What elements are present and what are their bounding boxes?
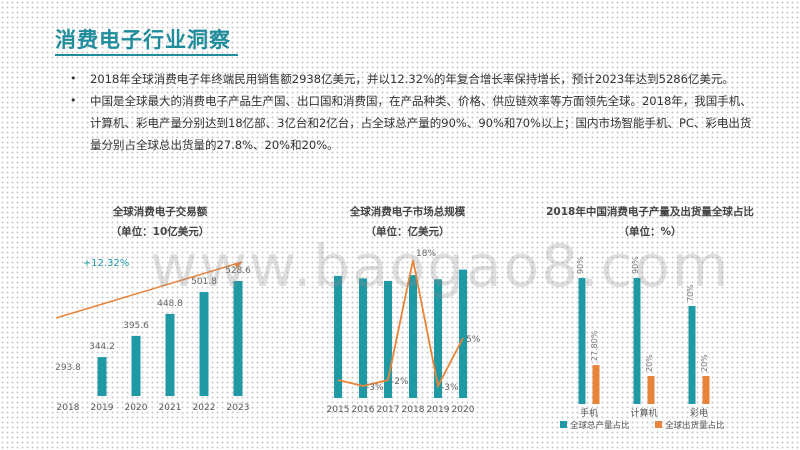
x-tick-label: 2017 bbox=[377, 405, 400, 415]
page-title: 消费电子行业洞察 bbox=[55, 28, 231, 52]
bullet-dot-icon: • bbox=[70, 94, 77, 107]
bar bbox=[592, 365, 600, 404]
chart-subtitle: （单位：%） bbox=[618, 226, 682, 238]
chart-global-trade: 全球消费电子交易额 （单位：10亿美元） 293.8 2018 344.2 2019 3… bbox=[40, 198, 280, 440]
chart-svg: 293.8 2018 344.2 2019 395.6 2020 448.8 2021 501.… bbox=[55, 258, 251, 413]
data-label: 20% bbox=[700, 354, 709, 372]
legend-swatch bbox=[655, 421, 662, 428]
chart-china-share: 2018年中国消费电子产量及出货量全球占比 （单位：%） 90% 27.80% 手机… bbox=[530, 198, 770, 440]
x-tick-label: 2020 bbox=[125, 403, 148, 413]
growth-annotation: +12.32% bbox=[83, 258, 130, 269]
bar bbox=[233, 280, 243, 396]
bullet-text: 中国是全球最大的消费电子产品生产国、出口国和消费国，在产品种类、价格、供应链效率… bbox=[90, 94, 752, 152]
data-label: 70% bbox=[686, 284, 695, 302]
x-tick-label: 2016 bbox=[352, 405, 375, 415]
bar bbox=[633, 278, 641, 404]
data-label: 90% bbox=[631, 256, 640, 274]
x-tick-label: 2015 bbox=[327, 405, 350, 415]
title-underline bbox=[55, 54, 238, 56]
x-tick-label: 2020 bbox=[452, 405, 475, 415]
x-tick-label: 2018 bbox=[57, 403, 80, 413]
bullet-item: • 中国是全球最大的消费电子产品生产国、出口国和消费国，在产品种类、价格、供应链… bbox=[70, 90, 760, 156]
x-tick-label: 2022 bbox=[193, 403, 216, 413]
data-label: 448.8 bbox=[157, 299, 183, 309]
legend-label: 全球总产量占比 bbox=[570, 420, 630, 431]
bar bbox=[359, 278, 367, 398]
chart-subtitle: （单位：亿美元） bbox=[365, 226, 450, 238]
growth-label: -3% bbox=[441, 383, 459, 393]
bar bbox=[647, 376, 655, 404]
bar bbox=[165, 313, 175, 396]
trend-line bbox=[55, 261, 243, 319]
bullet-dot-icon: • bbox=[70, 72, 77, 85]
chart-title: 全球消费电子交易额 bbox=[112, 206, 208, 218]
chart-title: 全球消费电子市场总规模 bbox=[349, 206, 466, 218]
growth-label: -2% bbox=[391, 377, 409, 387]
bar bbox=[434, 279, 442, 398]
legend-swatch bbox=[560, 421, 567, 428]
x-tick-label: 2021 bbox=[159, 403, 182, 413]
data-label: 344.2 bbox=[89, 342, 115, 352]
x-tick-label: 2019 bbox=[427, 405, 450, 415]
bullet-item: • 2018年全球消费电子年终端民用销售额2938亿美元，并以12.32%的年复… bbox=[70, 68, 760, 90]
bullet-text: 2018年全球消费电子年终端民用销售额2938亿美元，并以12.32%的年复合增… bbox=[90, 72, 734, 86]
legend-label: 全球出货量占比 bbox=[665, 420, 725, 431]
growth-label: 5% bbox=[466, 335, 481, 345]
bar bbox=[688, 306, 696, 404]
bullet-list: • 2018年全球消费电子年终端民用销售额2938亿美元，并以12.32%的年复… bbox=[70, 68, 760, 156]
data-label: 20% bbox=[645, 354, 654, 372]
trend-arrow-icon bbox=[234, 262, 242, 269]
chart-market-size: 全球消费电子市场总规模 （单位：亿美元） 2015 2016 2017 2018 201… bbox=[300, 198, 515, 440]
data-label: 293.8 bbox=[55, 363, 81, 373]
bar bbox=[578, 278, 586, 404]
bar bbox=[199, 292, 209, 396]
growth-line bbox=[337, 259, 464, 389]
growth-label: -3% bbox=[366, 383, 384, 393]
growth-label: 18% bbox=[416, 249, 436, 259]
bar bbox=[459, 269, 467, 398]
data-label: 501.8 bbox=[191, 277, 217, 287]
bar bbox=[131, 335, 141, 396]
bar bbox=[384, 280, 392, 398]
data-label: 528.6 bbox=[225, 266, 251, 276]
data-label: 90% bbox=[576, 256, 585, 274]
data-label: 27.80% bbox=[590, 330, 599, 361]
x-tick-label: 2019 bbox=[91, 403, 114, 413]
x-tick-label: 2018 bbox=[402, 405, 425, 415]
x-tick-label: 2023 bbox=[227, 403, 250, 413]
bar bbox=[334, 275, 342, 398]
chart-subtitle: （单位：10亿美元） bbox=[110, 226, 210, 238]
x-tick-label: 彩电 bbox=[690, 407, 708, 419]
chart-svg: 2015 2016 2017 2018 2019 2020 -3% -2% 18% -3% 5% bbox=[327, 249, 481, 415]
data-label: 395.6 bbox=[123, 321, 149, 331]
x-tick-label: 手机 bbox=[580, 407, 598, 419]
bar bbox=[702, 376, 710, 404]
chart-title: 2018年中国消费电子产量及出货量全球占比 bbox=[546, 206, 754, 218]
x-tick-label: 计算机 bbox=[630, 407, 657, 419]
bar bbox=[97, 357, 107, 396]
bar bbox=[409, 275, 417, 398]
